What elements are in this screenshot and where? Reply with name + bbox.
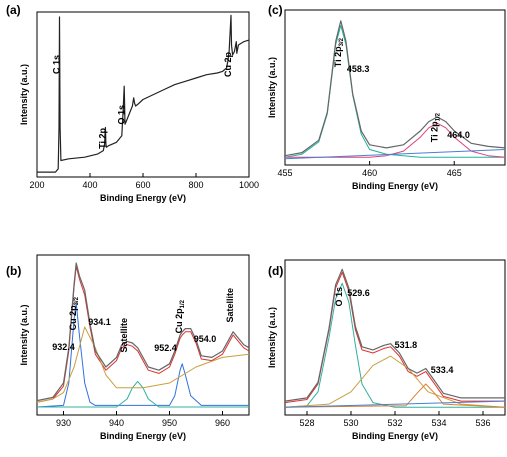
series-line [284, 25, 505, 158]
x-tick-label: 460 [362, 168, 377, 178]
x-axis-title: Binding Energy (eV) [352, 181, 438, 191]
series-line [36, 326, 250, 403]
peak-annotation: Cu 2p [223, 52, 233, 78]
annotation-subscript: 3/2 [339, 37, 345, 46]
y-axis-title: Intensity (a.u.) [267, 57, 277, 118]
panel-d: (d) 528 530 532 534 536 Binding Energy (eV) Int… [267, 259, 506, 441]
peak-annotation: Ti 2p [98, 128, 108, 149]
series-line [284, 20, 506, 157]
series-line [36, 302, 249, 408]
x-tick-label: 200 [29, 180, 44, 190]
series-line [284, 400, 506, 408]
x-axis-title: Binding Energy (eV) [100, 193, 186, 203]
peak-annotation: Cu 2p1/2 [174, 299, 186, 333]
series-line [284, 282, 505, 408]
peak-annotation: C 1s [52, 55, 62, 74]
panel-letter: (a) [6, 3, 21, 17]
x-tick-label: 1000 [239, 180, 259, 190]
peak-annotation: 932.4 [52, 342, 75, 352]
plot-frame [36, 11, 250, 178]
peak-annotation: Satellite [119, 318, 129, 353]
panel-letter: (d) [268, 264, 283, 278]
x-tick-label: 530 [343, 418, 358, 428]
peak-annotation: 934.1 [88, 317, 111, 327]
series-line [284, 149, 506, 160]
peak-annotation: O 1s [334, 287, 344, 307]
series-line [284, 355, 506, 408]
peak-annotation: 952.4 [154, 343, 177, 353]
panel-b: (b) 930 940 950 960 Binding Energy (eV) Intens… [6, 254, 250, 441]
peak-annotation: 954.0 [194, 334, 217, 344]
panel-letter: (c) [268, 3, 283, 17]
peak-annotation: Ti 2p1/2 [429, 112, 441, 142]
x-tick-label: 960 [215, 418, 230, 428]
panel-letter: (b) [6, 264, 21, 278]
y-axis-title: Intensity (a.u.) [267, 307, 277, 368]
peak-annotation: 458.3 [347, 64, 370, 74]
x-tick-label: 950 [162, 418, 177, 428]
x-tick-label: 532 [387, 418, 402, 428]
panel-a: (a) 200 400 600 800 1000 Binding Energy (eV) In… [6, 3, 259, 203]
peak-annotation: Satellite [225, 288, 235, 323]
series-line [284, 268, 505, 402]
x-tick-label: 940 [109, 418, 124, 428]
annotation-subscript: 1/2 [435, 112, 441, 121]
x-tick-label: 400 [82, 180, 97, 190]
peak-annotation: Ti 2p3/2 [333, 37, 345, 67]
y-axis-title: Intensity (a.u.) [19, 64, 29, 125]
x-axis-title: Binding Energy (eV) [352, 431, 438, 441]
peak-annotation: 464.0 [447, 130, 470, 140]
x-tick-label: 800 [188, 180, 203, 190]
x-tick-label: 536 [475, 418, 490, 428]
series-line [37, 380, 249, 408]
x-axis-title: Binding Energy (eV) [100, 431, 186, 441]
peak-annotation: 533.4 [431, 365, 454, 375]
annotation-subscript: 1/2 [180, 299, 186, 308]
series-line [284, 383, 506, 408]
peak-annotation: 531.8 [395, 340, 418, 350]
x-tick-label: 455 [277, 168, 292, 178]
peak-annotation: O 1s [116, 105, 126, 125]
x-tick-label: 600 [135, 180, 150, 190]
y-axis-title: Intensity (a.u.) [19, 304, 29, 365]
series-line [36, 265, 250, 403]
x-tick-label: 930 [56, 418, 71, 428]
series-line [285, 122, 506, 158]
peak-annotation: 529.6 [347, 288, 370, 298]
panel-c: (c) 455 460 465 Binding Energy (eV) Intensity… [267, 3, 506, 191]
series-line [36, 262, 250, 402]
annotation-subscript: 3/2 [74, 296, 80, 305]
plot-frame [36, 254, 250, 416]
x-tick-label: 534 [431, 418, 446, 428]
x-tick-label: 465 [447, 168, 462, 178]
series-line [37, 14, 250, 173]
plot-frame [284, 9, 506, 166]
x-tick-label: 528 [299, 418, 314, 428]
